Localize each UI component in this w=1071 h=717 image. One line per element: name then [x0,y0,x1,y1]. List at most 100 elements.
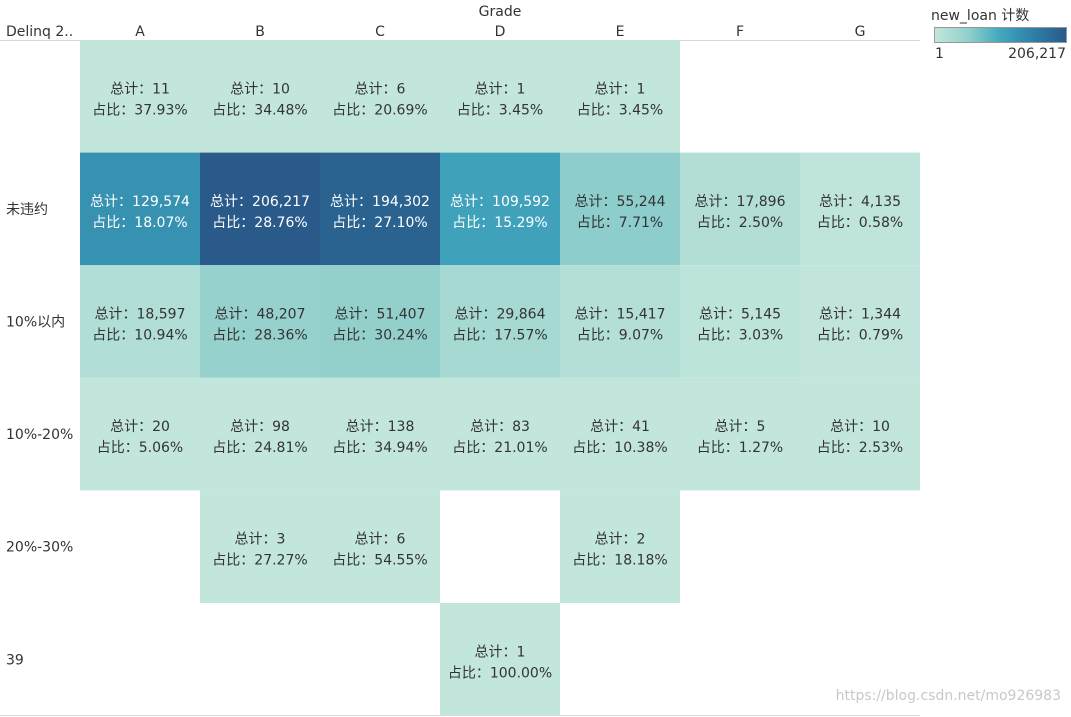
row-header-label: Delinq 2.. [6,24,73,40]
cell-percent-label: 占比：21.01% [452,440,547,456]
heatmap-cell [80,377,200,491]
cell-total-label: 总计：51,407 [335,307,426,323]
heatmap-cell [800,152,920,266]
cell-total-label: 总计：6 [355,81,406,97]
row-label-2: 10%以内 [6,315,65,331]
heatmap-cell [320,490,440,603]
cell-percent-label: 占比：1.27% [697,440,783,456]
heatmap-cell [440,152,560,266]
cell-total-label: 总计：138 [346,419,415,435]
cell-percent-label: 占比：3.03% [697,328,783,344]
cell-percent-label: 占比：24.81% [212,440,307,456]
cell-total-label: 总计：41 [590,419,650,435]
heatmap-cell [800,265,920,378]
heatmap-cell [560,40,680,153]
cell-total-label: 总计：4,135 [819,194,901,210]
legend-min-label: 1 [935,46,944,62]
heatmap-cell [560,377,680,491]
heatmap-cell [560,265,680,378]
cell-percent-label: 占比：20.69% [332,102,427,118]
watermark-text: https://blog.csdn.net/mo926983 [835,688,1061,704]
cell-percent-label: 占比：7.71% [577,215,663,231]
cell-percent-label: 占比：54.55% [332,553,427,569]
column-header-c: C [375,24,385,40]
cell-total-label: 总计：29,864 [455,307,546,323]
cell-total-label: 总计：1 [595,81,646,97]
column-header-d: D [495,24,506,40]
column-header-a: A [135,24,145,40]
cell-percent-label: 占比：2.50% [697,215,783,231]
cell-percent-label: 占比：10.94% [92,328,187,344]
cell-total-label: 总计：48,207 [215,307,306,323]
cell-total-label: 总计：11 [110,81,170,97]
heatmap-cell [200,265,320,378]
cell-total-label: 总计：15,417 [575,307,666,323]
cell-total-label: 总计：129,574 [90,194,190,210]
heatmap-cell [320,265,440,378]
legend-color-ramp [934,27,1067,43]
column-header-e: E [616,24,625,40]
heatmap-cell [200,40,320,153]
cell-percent-label: 占比：37.93% [92,102,187,118]
cell-percent-label: 占比：3.45% [457,102,543,118]
heatmap-cell [800,377,920,491]
column-header-b: B [255,24,265,40]
cell-total-label: 总计：10 [830,419,890,435]
heatmap-cell [80,152,200,266]
column-header-g: G [855,24,866,40]
heatmap-cell [560,490,680,603]
heatmap-cell [440,40,560,153]
cell-total-label: 总计：5,145 [699,307,781,323]
cell-total-label: 总计：83 [470,419,530,435]
row-label-3: 10%-20% [6,427,73,443]
cell-total-label: 总计：5 [715,419,766,435]
cell-total-label: 总计：6 [355,532,406,548]
heatmap-cell [200,152,320,266]
row-label-4: 20%-30% [6,540,73,556]
heatmap-cell [680,377,800,491]
cell-percent-label: 占比：18.18% [572,553,667,569]
cell-total-label: 总计：1 [475,644,526,660]
cell-percent-label: 占比：17.57% [452,328,547,344]
cell-total-label: 总计：2 [595,532,646,548]
heatmap-cell [320,152,440,266]
cell-total-label: 总计：10 [230,81,290,97]
heatmap-cell [320,377,440,491]
heatmap-cell [320,40,440,153]
heatmap-cell [560,152,680,266]
heatmap-cell [80,40,200,153]
cell-total-label: 总计：109,592 [450,194,550,210]
cell-percent-label: 占比：30.24% [332,328,427,344]
cell-percent-label: 占比：34.94% [332,440,427,456]
legend-title: new_loan 计数 [931,8,1030,24]
cell-total-label: 总计：18,597 [95,307,186,323]
cell-total-label: 总计：3 [235,532,286,548]
cell-percent-label: 占比：15.29% [452,215,547,231]
row-label-1: 未违约 [6,202,48,218]
cell-percent-label: 占比：2.53% [817,440,903,456]
heatmap-cell [440,265,560,378]
heatmap-cell [200,490,320,603]
cell-percent-label: 占比：28.36% [212,328,307,344]
cell-total-label: 总计：98 [230,419,290,435]
cell-total-label: 总计：194,302 [330,194,430,210]
heatmap-cell [200,377,320,491]
cell-total-label: 总计：17,896 [695,194,786,210]
cell-total-label: 总计：1,344 [819,307,901,323]
cell-percent-label: 占比：27.10% [332,215,427,231]
legend-max-label: 206,217 [1008,46,1066,62]
row-label-5: 39 [6,652,24,668]
cell-total-label: 总计：20 [110,419,170,435]
heatmap-cell [680,265,800,378]
cell-percent-label: 占比：9.07% [577,328,663,344]
x-axis-title: Grade [479,4,522,20]
heatmap-cell [80,265,200,378]
cell-percent-label: 占比：0.79% [817,328,903,344]
cell-percent-label: 占比：10.38% [572,440,667,456]
cell-total-label: 总计：1 [475,81,526,97]
heatmap-cell [680,152,800,266]
cell-percent-label: 占比：18.07% [92,215,187,231]
column-header-f: F [736,24,744,40]
cell-percent-label: 占比：34.48% [212,102,307,118]
